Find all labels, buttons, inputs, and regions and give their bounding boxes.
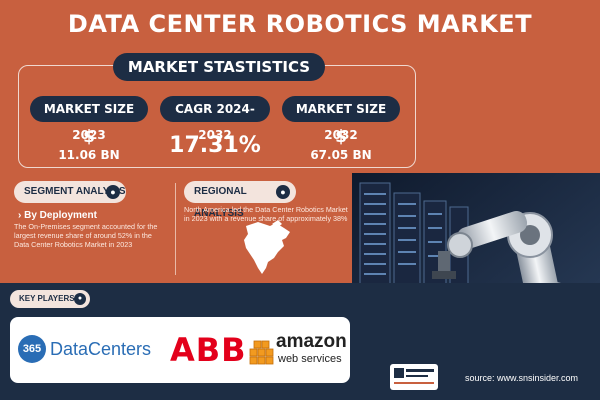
logo-abb: ABB — [170, 331, 247, 369]
stat-value-2023: 11.06 BN — [58, 148, 120, 162]
segment-text: The On-Premises segment accounted for th… — [14, 222, 158, 249]
stat-label-cagr: CAGR 2024-2032 — [160, 96, 270, 142]
logo-amazon: amazon — [276, 331, 347, 352]
segment-subheading-text: By Deployment — [24, 210, 97, 221]
north-america-map-icon — [244, 220, 290, 274]
globe-icon: ● — [106, 185, 120, 199]
logo-web-services: web services — [278, 353, 342, 365]
logo-365-badge: 365 — [18, 335, 46, 363]
aws-cubes-icon — [249, 340, 274, 365]
key-players-label: KEY PLAYERS — [19, 294, 75, 303]
section-divider — [175, 183, 176, 275]
stat-label-size-2023: MARKET SIZE 2023 — [30, 96, 148, 142]
regional-analysis-heading: REGIONAL ANALYSIS ● — [184, 181, 296, 219]
stats-heading: MARKET STASTISTICS — [113, 53, 325, 81]
regional-text: North America led the Data Center Roboti… — [184, 205, 348, 223]
stat-label-size-2032: MARKET SIZE 2032 — [282, 96, 400, 142]
source-text: source: www.snsinsider.com — [465, 373, 579, 383]
globe-icon: ● — [74, 293, 86, 305]
stat-value-cagr: 17.31% — [169, 133, 261, 158]
chevron-right-icon: › — [18, 210, 22, 221]
stat-currency-2032: $ — [335, 127, 347, 147]
globe-icon: ● — [276, 185, 290, 199]
page-title: DATA CENTER ROBOTICS MARKET — [67, 10, 533, 38]
segment-analysis-heading: SEGMENT ANALYSIS ● — [14, 181, 126, 203]
stat-currency-2023: $ — [83, 127, 95, 147]
logo-365-datacenters: DataCenters — [50, 339, 152, 359]
segment-subheading: › By Deployment — [18, 210, 97, 221]
key-players-heading: KEY PLAYERS ● — [10, 290, 90, 308]
stat-value-2032: 67.05 BN — [310, 148, 372, 162]
segment-analysis-label: SEGMENT ANALYSIS — [24, 186, 126, 197]
key-players-logos: 365 DataCenters ABB amazon web services — [10, 317, 350, 383]
sns-insider-logo — [390, 364, 438, 390]
regional-analysis-label: REGIONAL ANALYSIS — [194, 186, 247, 219]
